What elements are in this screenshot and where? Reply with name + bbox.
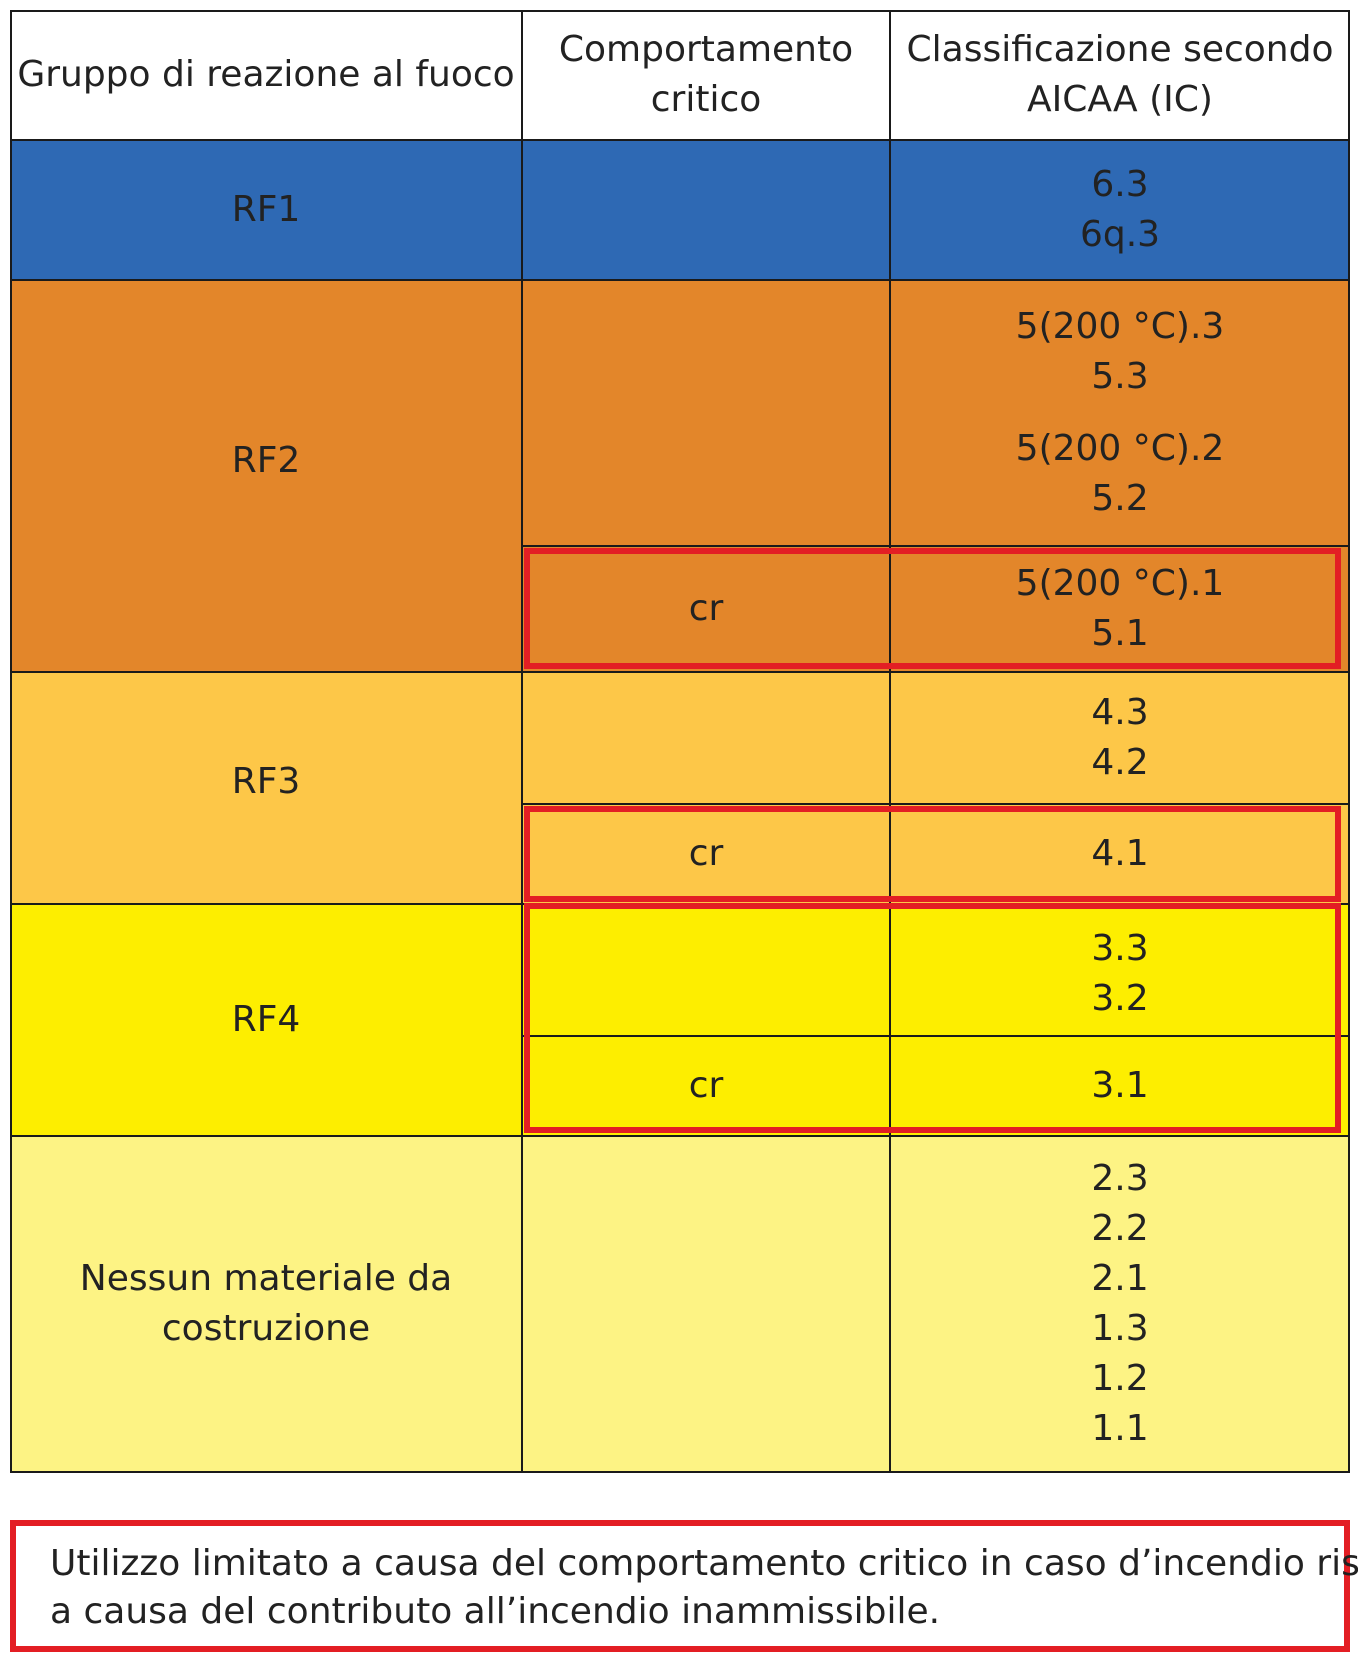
legend-box: Utilizzo limitato a causa del comportame… xyxy=(10,1520,1358,1652)
rf4-group-cell: RF4 xyxy=(10,904,522,1136)
rf2-critical-highlight xyxy=(524,548,1341,669)
rf2-critical-class-2: 5.1 xyxy=(1091,613,1149,654)
table-border-left xyxy=(10,10,12,1473)
none-class-6: 1.1 xyxy=(1091,1408,1149,1449)
rf3-critical-classes-cell: 4.1 xyxy=(890,804,1350,904)
subrow-divider-rf2 xyxy=(522,545,1350,547)
rf2-critical-class-1: 5(200 °C).1 xyxy=(1015,563,1225,604)
header-behavior-line-1: Comportamento xyxy=(558,29,854,70)
rf1-class-1: 6.3 xyxy=(1091,164,1149,205)
rf3-critical-class-1: 4.1 xyxy=(1091,833,1149,874)
rf1-group-cell: RF1 xyxy=(10,140,522,280)
rf2-critical-behavior-label: cr xyxy=(688,588,724,629)
rf1-classes-cell: 6.3 6q.3 xyxy=(890,140,1350,280)
none-group-line-1: Nessun materiale da xyxy=(79,1258,453,1299)
rf4-highlight xyxy=(524,903,1341,1133)
header-behavior: Comportamento critico xyxy=(522,10,890,140)
legend-line-2: a causa del contributo all’incendio inam… xyxy=(50,1591,941,1632)
rf3-critical-behavior-cell: cr xyxy=(522,804,890,904)
table-border-bottom xyxy=(10,1471,1350,1473)
rf2-classes-cell: 5(200 °C).3 5.3 5(200 °C).2 5.2 xyxy=(890,280,1350,546)
column-divider-1 xyxy=(521,10,523,1473)
none-class-5: 1.2 xyxy=(1091,1358,1149,1399)
rf3-critical-behavior-label: cr xyxy=(688,833,724,874)
rf4-critical-class-1: 3.1 xyxy=(1091,1065,1149,1106)
legend-line-1: Utilizzo limitato a causa del comportame… xyxy=(50,1543,1358,1584)
rf3-classes-cell: 4.3 4.2 xyxy=(890,672,1350,804)
none-group-line-2: costruzione xyxy=(161,1308,371,1349)
rf1-class-2: 6q.3 xyxy=(1079,214,1161,255)
header-classification: Classificazione secondo AICAA (IC) xyxy=(890,10,1350,140)
header-behavior-line-2: critico xyxy=(650,79,762,120)
row-divider-header xyxy=(10,139,1350,141)
none-class-1: 2.3 xyxy=(1091,1158,1149,1199)
column-divider-2 xyxy=(889,10,891,1473)
none-class-2: 2.2 xyxy=(1091,1208,1149,1249)
rf3-class-2: 4.2 xyxy=(1091,742,1149,783)
rf4-class-1: 3.3 xyxy=(1091,928,1149,969)
rf4-group-label: RF4 xyxy=(231,999,301,1040)
rf4-critical-classes-cell: 3.1 xyxy=(890,1036,1350,1136)
header-group-label: Gruppo di reazione al fuoco xyxy=(17,54,515,95)
rf2-class-4: 5.2 xyxy=(1091,478,1149,519)
rf3-class-1: 4.3 xyxy=(1091,692,1149,733)
rf4-critical-behavior-cell: cr xyxy=(522,1036,890,1136)
rf4-behavior-cell xyxy=(522,904,890,1036)
header-group: Gruppo di reazione al fuoco xyxy=(10,10,522,140)
rf1-group-label: RF1 xyxy=(231,189,301,230)
row-divider-rf4 xyxy=(10,1135,1350,1137)
rf3-behavior-cell xyxy=(522,672,890,804)
rf3-group-label: RF3 xyxy=(231,761,301,802)
rf2-class-3: 5(200 °C).2 xyxy=(1015,428,1225,469)
table-border-top xyxy=(10,10,1350,12)
none-class-3: 2.1 xyxy=(1091,1258,1149,1299)
header-classification-line-2: AICAA (IC) xyxy=(1027,79,1213,120)
rf3-critical-highlight xyxy=(524,806,1341,902)
rf2-critical-behavior-cell: cr xyxy=(522,546,890,672)
rf2-class-1: 5(200 °C).3 xyxy=(1015,306,1225,347)
rf4-critical-behavior-label: cr xyxy=(688,1065,724,1106)
subrow-divider-rf3 xyxy=(522,803,1350,805)
rf1-behavior-cell xyxy=(522,140,890,280)
rf3-group-cell: RF3 xyxy=(10,672,522,904)
header-classification-line-1: Classificazione secondo xyxy=(906,29,1334,70)
row-divider-rf1 xyxy=(10,279,1350,281)
row-divider-rf2 xyxy=(10,671,1350,673)
rf4-classes-cell: 3.3 3.2 xyxy=(890,904,1350,1036)
none-class-4: 1.3 xyxy=(1091,1308,1149,1349)
none-group-cell: Nessun materiale da costruzione xyxy=(10,1136,522,1472)
rf2-group-label: RF2 xyxy=(231,440,301,481)
rf2-group-cell: RF2 xyxy=(10,280,522,672)
rf2-behavior-cell xyxy=(522,280,890,546)
none-classes-cell: 2.3 2.2 2.1 1.3 1.2 1.1 xyxy=(890,1136,1350,1472)
subrow-divider-rf4 xyxy=(522,1035,1350,1037)
table-border-right xyxy=(1348,10,1350,1473)
rf2-class-2: 5.3 xyxy=(1091,356,1149,397)
none-behavior-cell xyxy=(522,1136,890,1472)
rf4-class-2: 3.2 xyxy=(1091,978,1149,1019)
rf2-critical-classes-cell: 5(200 °C).1 5.1 xyxy=(890,546,1350,672)
